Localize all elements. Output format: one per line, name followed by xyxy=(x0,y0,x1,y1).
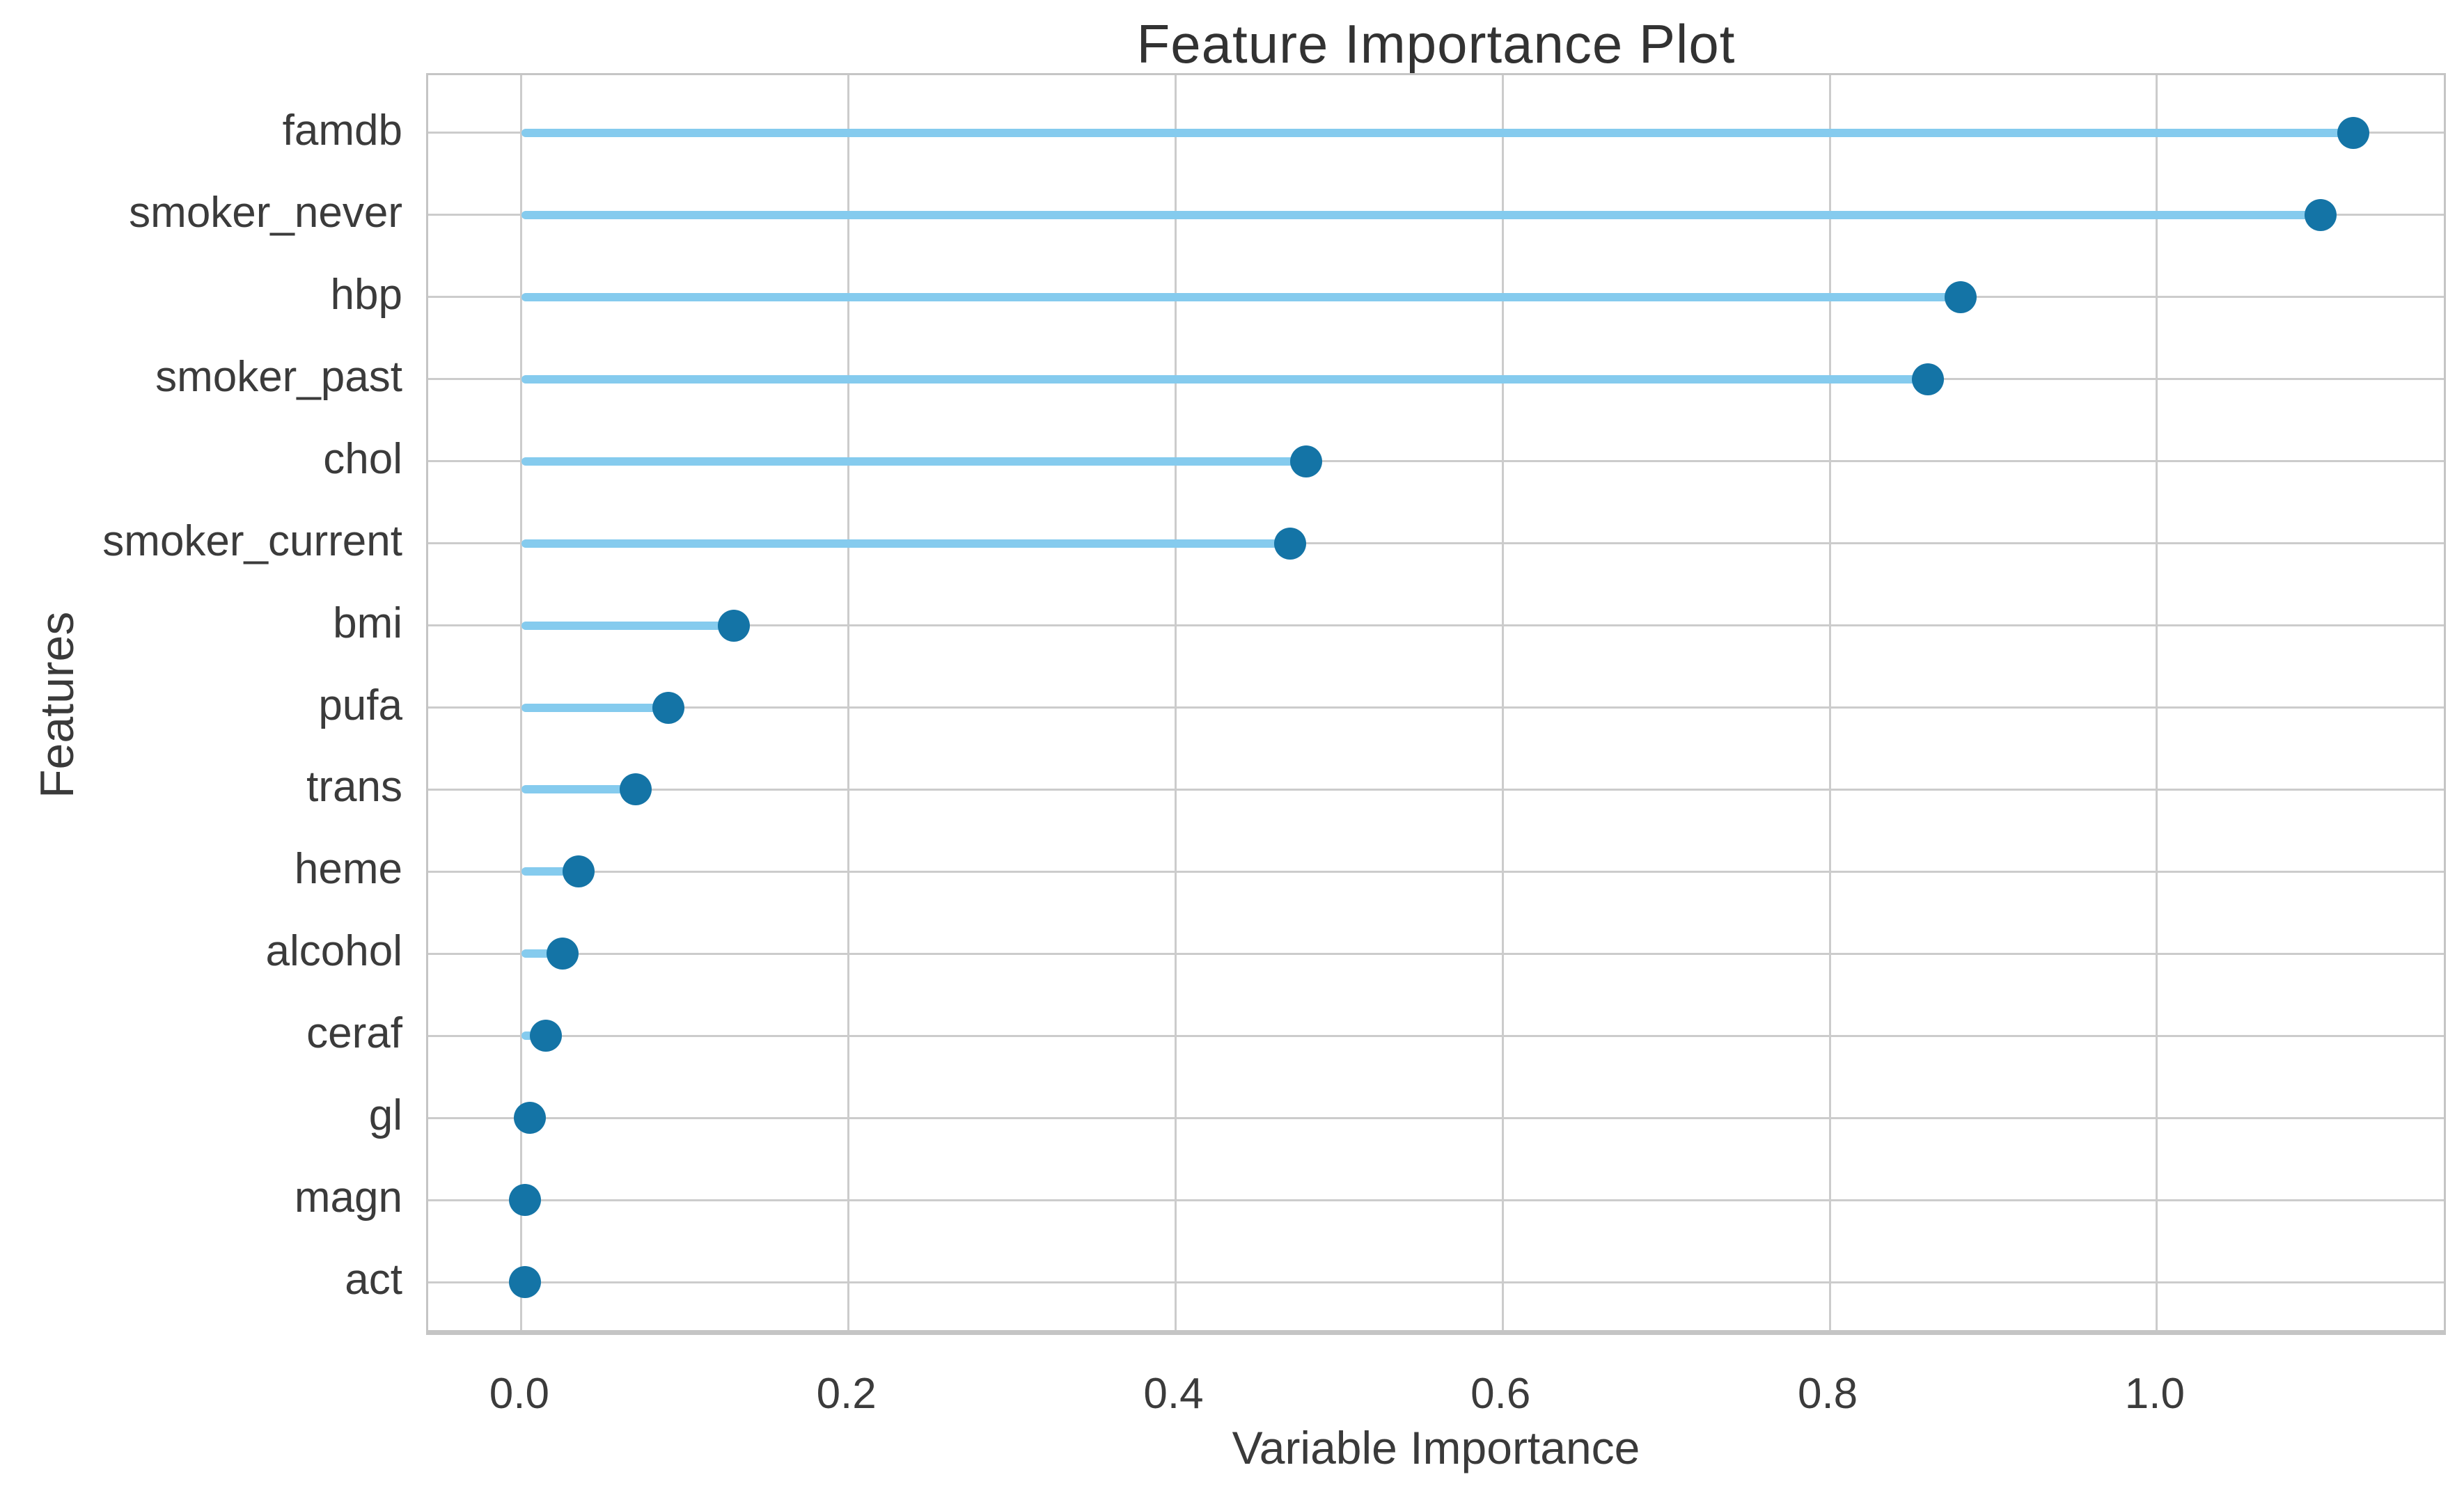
h-gridline xyxy=(428,624,2444,627)
h-gridline xyxy=(428,542,2444,545)
stem xyxy=(521,785,636,794)
h-gridline xyxy=(428,1199,2444,1201)
x-tick-label: 0.0 xyxy=(489,1370,549,1418)
marker-dot xyxy=(563,855,595,888)
v-gridline xyxy=(847,75,850,1330)
y-tick-label: act xyxy=(345,1256,402,1304)
stem xyxy=(521,457,1307,466)
h-gridline xyxy=(428,870,2444,873)
v-gridline xyxy=(2156,75,2158,1330)
x-tick-label: 1.0 xyxy=(2124,1370,2185,1418)
y-tick-label: magn xyxy=(294,1173,402,1222)
stem xyxy=(521,128,2353,137)
marker-dot xyxy=(546,938,579,970)
h-gridline xyxy=(428,1034,2444,1037)
x-tick-label: 0.8 xyxy=(1797,1370,1858,1418)
marker-dot xyxy=(718,609,751,642)
stem xyxy=(521,374,1929,384)
y-tick-label: gl xyxy=(368,1091,402,1140)
plot-area xyxy=(426,73,2446,1335)
v-gridline xyxy=(1174,75,1177,1330)
y-tick-label: ceraf xyxy=(306,1009,402,1058)
x-tick-label: 0.2 xyxy=(816,1370,877,1418)
marker-dot xyxy=(1945,280,1977,313)
marker-dot xyxy=(1273,527,1306,560)
marker-dot xyxy=(1912,363,1945,395)
y-tick-label: trans xyxy=(306,763,402,812)
y-tick-label: hbp xyxy=(330,270,402,319)
y-tick-label: smoker_past xyxy=(155,352,402,401)
marker-dot xyxy=(513,1102,546,1135)
v-gridline xyxy=(520,75,523,1330)
x-axis-label: Variable Importance xyxy=(1232,1422,1640,1473)
marker-dot xyxy=(1290,445,1323,477)
y-tick-label: smoker_current xyxy=(102,516,402,565)
y-tick-label: chol xyxy=(323,434,402,483)
v-gridline xyxy=(1501,75,1504,1330)
h-gridline xyxy=(428,1281,2444,1283)
y-tick-label: pufa xyxy=(318,681,402,729)
h-gridline xyxy=(428,1116,2444,1119)
marker-dot xyxy=(508,1266,541,1299)
marker-dot xyxy=(2337,116,2369,149)
chart-title: Feature Importance Plot xyxy=(1136,13,1736,74)
h-gridline xyxy=(428,788,2444,791)
marker-dot xyxy=(620,773,652,806)
marker-dot xyxy=(652,691,685,724)
y-tick-label: smoker_never xyxy=(129,188,402,237)
v-gridline xyxy=(1828,75,1831,1330)
h-gridline xyxy=(428,952,2444,955)
h-gridline xyxy=(428,460,2444,463)
y-tick-label: alcohol xyxy=(265,927,402,976)
y-tick-label: famdb xyxy=(282,106,402,155)
marker-dot xyxy=(508,1184,541,1217)
marker-dot xyxy=(530,1020,563,1052)
stem xyxy=(521,539,1290,548)
x-tick-label: 0.4 xyxy=(1143,1370,1204,1418)
h-gridline xyxy=(428,706,2444,709)
y-tick-label: heme xyxy=(294,845,402,894)
stem xyxy=(521,621,735,630)
stem xyxy=(521,292,1961,301)
y-tick-label: bmi xyxy=(333,599,402,647)
x-tick-label: 0.6 xyxy=(1470,1370,1531,1418)
stem xyxy=(521,703,669,712)
stem xyxy=(521,210,2321,219)
marker-dot xyxy=(2304,198,2337,231)
